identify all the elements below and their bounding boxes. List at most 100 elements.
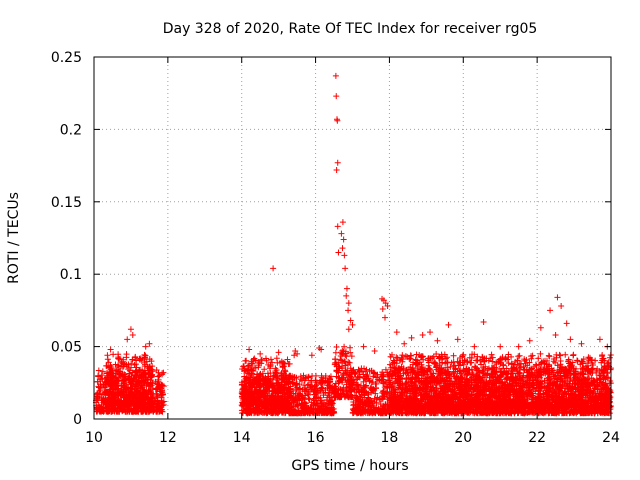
data-point [136, 356, 143, 363]
data-point [108, 383, 115, 390]
data-point [153, 390, 160, 397]
data-point [159, 402, 166, 409]
data-point [127, 398, 134, 405]
data-point [137, 389, 144, 396]
data-point [94, 397, 101, 404]
data-point [98, 402, 105, 409]
data-point [131, 361, 138, 368]
data-point [95, 367, 102, 374]
data-point [137, 355, 144, 362]
data-point [137, 384, 144, 391]
data-point [111, 378, 118, 385]
data-point [120, 356, 127, 363]
data-point [118, 363, 125, 370]
data-point [128, 364, 135, 371]
data-point [152, 386, 159, 393]
data-point [126, 396, 133, 403]
data-point [146, 356, 153, 363]
data-point [114, 408, 121, 415]
data-point [125, 361, 132, 368]
data-point [136, 399, 143, 406]
data-point [139, 367, 146, 374]
data-point [112, 393, 119, 400]
data-point [121, 394, 128, 401]
data-point [103, 378, 110, 385]
data-point [155, 373, 162, 380]
data-point [110, 351, 117, 358]
data-point [144, 379, 151, 386]
data-point [130, 375, 137, 382]
data-point [305, 373, 312, 380]
data-point [145, 400, 152, 407]
data-point [114, 362, 121, 369]
data-point [141, 354, 148, 361]
data-point [111, 386, 118, 393]
data-point [146, 367, 153, 374]
data-point [104, 352, 111, 359]
data-point [97, 381, 104, 388]
data-point [155, 381, 162, 388]
data-point [107, 369, 114, 376]
data-point [155, 405, 162, 412]
data-point [116, 371, 123, 378]
data-point [115, 374, 122, 381]
data-point [102, 400, 109, 407]
data-point [141, 401, 148, 408]
data-point [157, 388, 164, 395]
data-point [109, 389, 116, 396]
data-point [123, 384, 130, 391]
data-point [115, 356, 122, 363]
data-point [122, 377, 129, 384]
data-point [148, 372, 155, 379]
data-point [127, 385, 134, 392]
data-point [132, 368, 139, 375]
data-point [313, 382, 320, 389]
data-point [115, 355, 122, 362]
data-point [138, 395, 145, 402]
data-point [128, 389, 135, 396]
data-point [153, 366, 160, 373]
data-point [105, 405, 112, 412]
chart-title: Day 328 of 2020, Rate Of TEC Index for r… [163, 21, 538, 37]
data-point [105, 390, 112, 397]
data-point [105, 364, 112, 371]
data-point [141, 388, 148, 395]
data-point [146, 408, 153, 415]
data-point [114, 383, 121, 390]
data-point [95, 384, 102, 391]
data-point [98, 372, 105, 379]
data-point [99, 368, 106, 375]
data-point [101, 384, 108, 391]
data-point [102, 381, 109, 388]
data-point [126, 392, 133, 399]
data-point [107, 386, 114, 393]
data-point [158, 394, 165, 401]
data-point [158, 406, 165, 413]
data-point [95, 372, 102, 379]
data-points [92, 72, 614, 417]
data-point [128, 380, 135, 387]
data-point [147, 389, 154, 396]
data-point [94, 378, 101, 385]
data-point [99, 405, 106, 412]
data-point [113, 366, 120, 373]
data-point [305, 395, 312, 402]
data-point [107, 395, 114, 402]
data-point [122, 376, 129, 383]
data-point [108, 406, 115, 413]
data-point [129, 356, 136, 363]
data-point [148, 382, 155, 389]
data-point [107, 400, 114, 407]
data-point [144, 364, 151, 371]
data-point [98, 408, 105, 415]
data-point [138, 393, 145, 400]
data-point [120, 394, 127, 401]
data-point [133, 357, 140, 364]
data-point [129, 408, 136, 415]
data-point [94, 392, 101, 399]
data-point [116, 390, 123, 397]
data-point [112, 361, 119, 368]
data-point [158, 382, 165, 389]
data-point [141, 363, 148, 370]
data-point [159, 371, 166, 378]
